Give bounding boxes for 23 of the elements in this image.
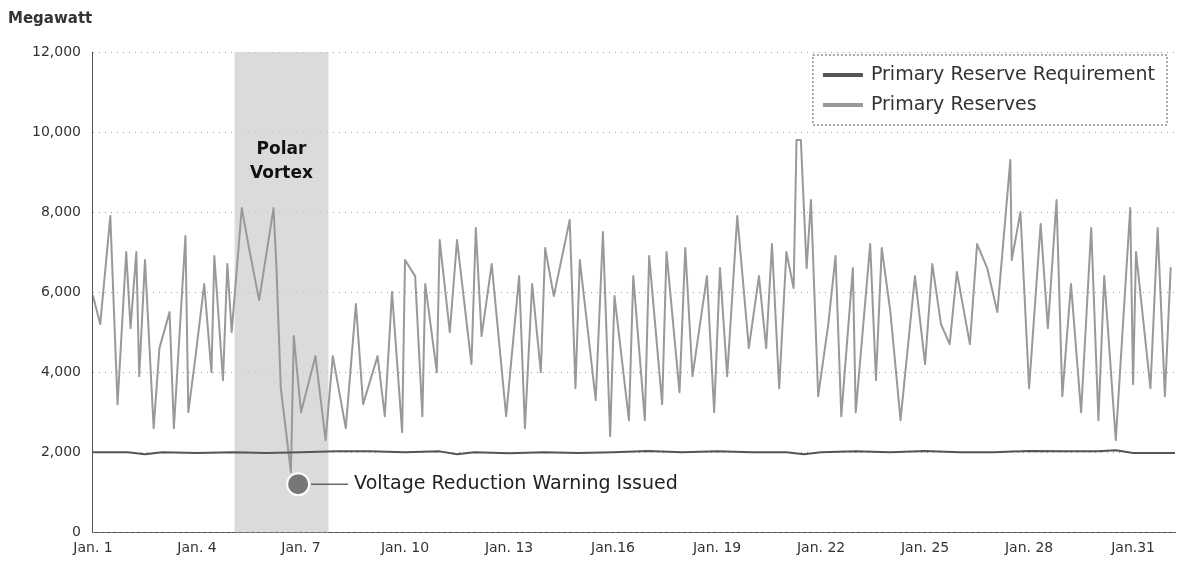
band-label: Polar Vortex (250, 138, 313, 182)
legend-label: Primary Reserve Requirement (870, 61, 1156, 84)
y-tick-label: 0 (72, 522, 81, 539)
y-axis-title: Megawatt (8, 9, 93, 28)
x-tick-label: Jan.16 (590, 539, 636, 556)
y-tick-label: 2,000 (40, 442, 81, 459)
x-tick-label: Jan. 1 (72, 539, 113, 556)
y-tick-label: 8,000 (40, 202, 81, 219)
x-tick-label: Jan. 4 (176, 539, 217, 556)
x-tick-label: Jan. 25 (899, 539, 950, 556)
y-tick-label: 10,000 (31, 122, 81, 139)
x-tick-label: Jan. 7 (280, 539, 321, 556)
y-tick-label: 12,000 (31, 42, 81, 59)
y-tick-label: 6,000 (40, 282, 81, 299)
x-tick-label: Jan. 22 (795, 539, 846, 556)
legend-label: Primary Reserves (870, 91, 1037, 114)
x-tick-label: Jan. 13 (483, 539, 534, 556)
x-tick-label: Jan.31 (1110, 539, 1156, 556)
annotation: Voltage Reduction Warning Issued (354, 471, 678, 494)
x-tick-label: Jan. 28 (1003, 539, 1054, 556)
y-tick-label: 4,000 (40, 362, 81, 379)
x-tick-label: Jan. 19 (691, 539, 742, 556)
x-tick-label: Jan. 10 (379, 539, 430, 556)
